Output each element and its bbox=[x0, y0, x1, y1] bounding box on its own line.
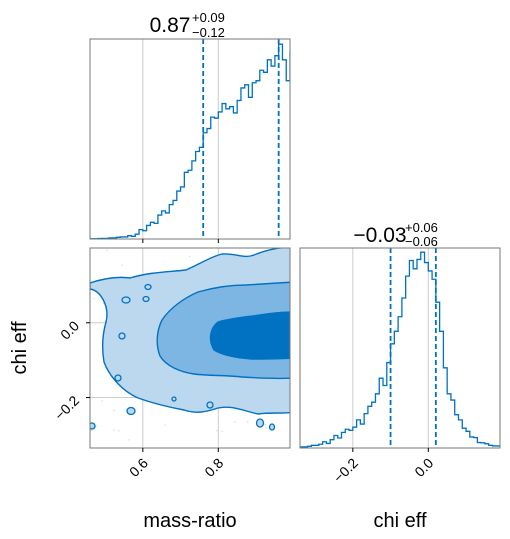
chi-eff-x-tick-label: 0.0 bbox=[411, 455, 436, 480]
joint-scatter-point bbox=[221, 430, 223, 432]
joint-contour-island bbox=[142, 295, 150, 303]
chi-eff-title-minus: −0.06 bbox=[405, 234, 438, 249]
joint-scatter-point bbox=[247, 421, 249, 423]
mass-ratio-hist-ticks bbox=[142, 239, 219, 243]
y-axis-label-chi-eff: chi eff bbox=[9, 321, 31, 374]
joint-scatter-point bbox=[93, 298, 95, 300]
joint-scatter-point bbox=[216, 430, 218, 432]
joint-scatter-point bbox=[121, 264, 123, 266]
joint-contour-inner bbox=[209, 311, 290, 360]
chi-eff-hist-grid bbox=[352, 248, 429, 448]
joint-scatter-point bbox=[102, 302, 105, 305]
joint-contour-island bbox=[114, 374, 122, 382]
joint-scatter-point bbox=[95, 425, 97, 428]
joint-scatter-point bbox=[234, 421, 236, 423]
chi-eff-y-tick-label: 0.0 bbox=[57, 317, 82, 342]
mass-ratio-title: 0.87 bbox=[150, 14, 191, 37]
joint-contour-island bbox=[126, 406, 136, 416]
chi-eff-quantile-lines bbox=[389, 248, 437, 448]
joint-contour-island bbox=[206, 401, 214, 409]
joint-scatter-point bbox=[264, 423, 267, 426]
joint-scatter-point bbox=[188, 255, 191, 258]
chi-eff-histogram-line bbox=[300, 251, 500, 448]
mass-ratio-histogram-panel: 0.87 +0.09 −0.12 bbox=[89, 10, 291, 243]
mass-ratio-title-median: 0.87 bbox=[150, 14, 191, 37]
mass-ratio-hist-frame bbox=[89, 38, 291, 240]
joint-scatter-point bbox=[118, 430, 120, 432]
joint-contour-island bbox=[268, 423, 276, 431]
chi-eff-y-tick-label: −0.2 bbox=[51, 392, 82, 423]
joint-scatter-point bbox=[91, 429, 93, 432]
mass-ratio-title-minus: −0.12 bbox=[192, 25, 225, 40]
mass-ratio-x-tick-label: 0.8 bbox=[201, 455, 226, 480]
joint-scatter-point bbox=[101, 400, 104, 402]
joint-scatter-point bbox=[128, 439, 130, 441]
joint-contour-island bbox=[171, 396, 177, 402]
chi-eff-hist-ticks: −0.2 0.0 bbox=[330, 448, 437, 486]
joint-scatter-point bbox=[113, 409, 115, 412]
joint-scatter-point bbox=[264, 427, 267, 429]
joint-scatter-point bbox=[106, 249, 108, 251]
joint-contour-island bbox=[144, 283, 152, 291]
joint-frame bbox=[89, 247, 291, 449]
joint-contour-island bbox=[255, 418, 265, 428]
joint-contour-islands bbox=[90, 283, 276, 431]
joint-scatter-point bbox=[112, 429, 115, 431]
chi-eff-histogram-panel: −0.2 0.0 −0.03 +0.06 −0.06 bbox=[299, 220, 501, 486]
chi-eff-title-median: −0.03 bbox=[353, 224, 406, 247]
joint-density-panel: 0.6 0.8 0.0 −0.2 bbox=[51, 247, 291, 480]
joint-scatter-point bbox=[164, 424, 166, 426]
chi-eff-title-plus: +0.06 bbox=[405, 220, 438, 235]
mass-ratio-quantile-lines bbox=[202, 39, 280, 239]
x-axis-label-mass-ratio: mass-ratio bbox=[143, 510, 236, 532]
chi-eff-hist-frame bbox=[299, 247, 501, 449]
mass-ratio-x-tick-label: 0.6 bbox=[126, 455, 151, 480]
mass-ratio-title-plus: +0.09 bbox=[192, 10, 225, 25]
joint-contour-island bbox=[118, 332, 126, 340]
joint-contour-island bbox=[90, 422, 96, 430]
mass-ratio-histogram-line bbox=[90, 43, 290, 239]
chi-eff-x-tick-label: −0.2 bbox=[330, 455, 361, 486]
x-axis-label-chi-eff: chi eff bbox=[374, 510, 427, 532]
joint-contour-island bbox=[121, 296, 131, 304]
mass-ratio-hist-grid bbox=[142, 39, 219, 239]
